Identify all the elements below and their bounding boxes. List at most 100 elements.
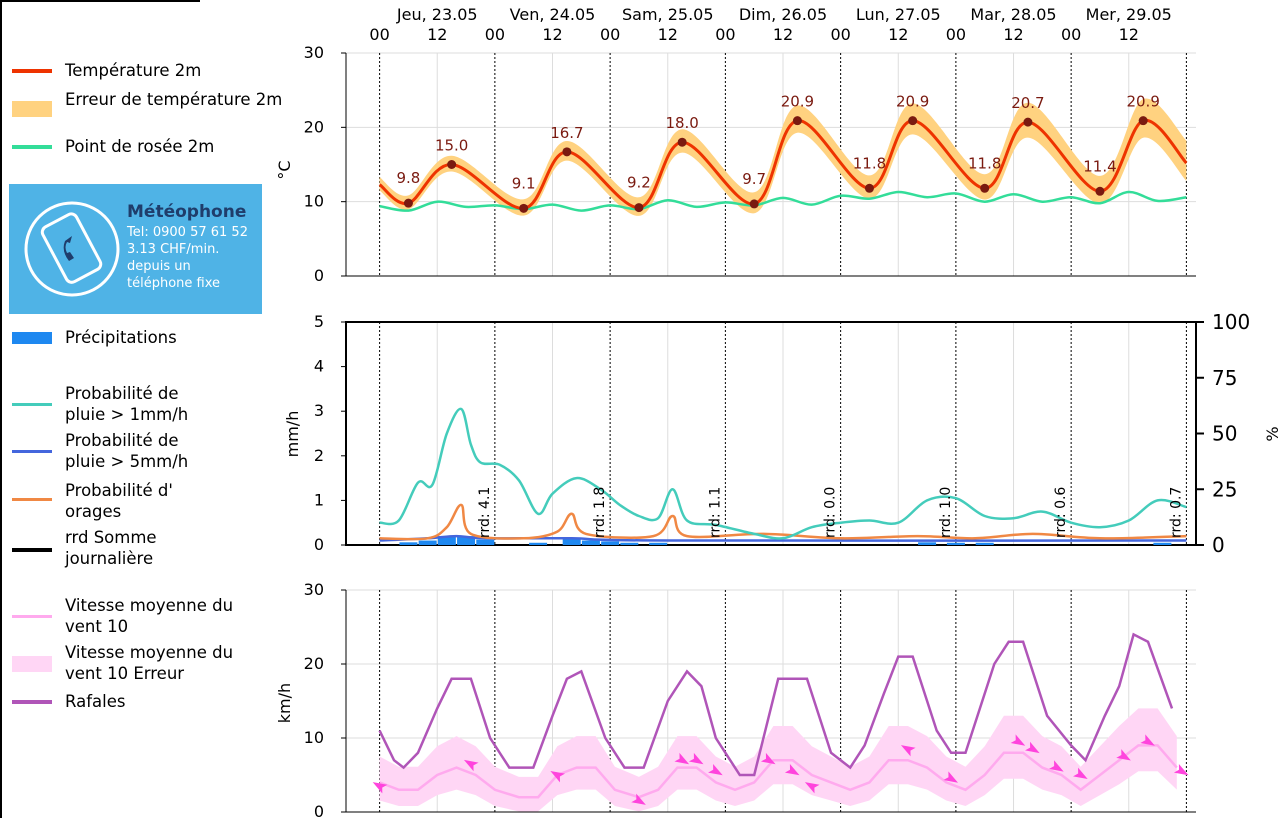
legend-label-temperature: Température 2m <box>65 61 202 80</box>
probability-ytick-label: 75 <box>1212 366 1237 390</box>
legend-label-rrd-sum: rrd Somme journalière <box>65 528 157 568</box>
precipitation-bar <box>649 542 668 545</box>
rrd-daily-sum-label: rrd: 1.1 <box>707 487 723 538</box>
day-label: Mar, 28.05 <box>970 5 1056 24</box>
hour-tick-label: 12 <box>427 25 447 44</box>
legend-label-mean-wind-error: Vitesse moyenne du vent 10 Erreur <box>65 643 234 683</box>
promo-line-4: téléphone fixe <box>127 276 220 291</box>
wind-ytick-label: 0 <box>314 802 324 818</box>
rrd-daily-sum-label: rrd: 0.7 <box>1168 487 1184 538</box>
temperature-ytick-label: 0 <box>314 266 324 285</box>
temperature-extreme-point <box>1095 186 1105 196</box>
precipitation-bar <box>562 538 581 545</box>
legend-swatch-temperature <box>12 69 52 73</box>
hour-tick-label: 12 <box>658 25 678 44</box>
wind-ytick-label: 30 <box>304 580 324 599</box>
temperature-extreme-point <box>792 116 802 126</box>
legend-label-precipitation: Précipitations <box>65 328 177 347</box>
probability-ytick-label: 25 <box>1212 477 1237 501</box>
precipitation-bar <box>946 542 965 545</box>
rrd-daily-sum-label: rrd: 1.0 <box>938 487 954 538</box>
legend-swatch-gusts <box>12 700 52 704</box>
precipitation-bar <box>975 542 994 545</box>
temperature-extreme-point <box>403 198 413 208</box>
precipitation-bar <box>1153 542 1172 545</box>
day-label: Ven, 24.05 <box>510 5 596 24</box>
promo-line-3: depuis un <box>127 259 191 274</box>
day-label: Jeu, 23.05 <box>396 5 478 24</box>
temperature-axis-label: °C <box>275 160 294 179</box>
gusts-line <box>378 632 1174 777</box>
temperature-extreme-label: 9.1 <box>512 174 536 192</box>
precip-ytick-label: 5 <box>314 312 324 331</box>
precip-ytick-label: 4 <box>314 357 324 376</box>
precip-ytick-label: 2 <box>314 446 324 465</box>
temperature-extreme-label: 20.9 <box>1126 93 1159 111</box>
legend-label-mean-wind: Vitesse moyenne du vent 10 <box>65 596 234 636</box>
wind-direction-arrow <box>784 763 800 776</box>
wind-direction-arrow <box>463 759 479 772</box>
hour-tick-label: 00 <box>485 25 505 44</box>
temperature-extreme-point <box>749 199 759 209</box>
wind-direction-arrow <box>760 752 776 765</box>
temperature-extreme-label: 11.8 <box>968 154 1001 172</box>
precipitation-bar <box>399 542 418 545</box>
legend-swatch-precipitation <box>12 332 52 344</box>
wind-direction-arrow <box>804 782 820 794</box>
hour-tick-label: 12 <box>888 25 908 44</box>
legend-label-dewpoint: Point de rosée 2m <box>65 137 215 156</box>
wind-direction-arrow <box>1073 767 1088 779</box>
top-border <box>0 0 200 2</box>
temperature-extreme-label: 11.8 <box>853 154 886 172</box>
precip-ytick-label: 0 <box>314 535 324 554</box>
legend-swatch-rrd-sum <box>12 548 52 552</box>
temperature-extreme-label: 20.9 <box>896 93 929 111</box>
probability-ytick-label: 100 <box>1212 310 1250 334</box>
rrd-daily-sum-label: rrd: 0.0 <box>823 487 839 538</box>
wind-direction-arrow <box>1116 749 1131 761</box>
wind-direction-arrow <box>674 752 690 765</box>
temperature-extreme-point <box>1023 117 1033 127</box>
precip-axis-label: mm/h <box>283 411 302 458</box>
wind-ytick-label: 10 <box>304 728 324 747</box>
hour-tick-label: 00 <box>830 25 850 44</box>
precipitation-bar <box>620 542 639 545</box>
temperature-extreme-label: 18.0 <box>665 114 698 132</box>
temperature-extreme-point <box>980 183 990 193</box>
hour-tick-label: 12 <box>773 25 793 44</box>
temperature-line <box>378 119 1188 210</box>
day-label: Lun, 27.05 <box>856 5 941 24</box>
wind-ytick-label: 20 <box>304 654 324 673</box>
temperature-extreme-label: 20.7 <box>1011 94 1044 112</box>
wind-direction-arrow <box>900 745 916 757</box>
legend-swatch-rain-prob-1mm <box>12 403 52 406</box>
day-label: Sam, 25.05 <box>622 5 714 24</box>
temperature-extreme-point <box>447 160 457 169</box>
wind-axis-label: km/h <box>275 683 294 723</box>
wind-direction-arrow <box>631 793 646 805</box>
wind-direction-arrow <box>1025 741 1040 754</box>
temperature-extreme-point <box>634 203 644 213</box>
temperature-extreme-label: 16.7 <box>550 124 583 142</box>
temperature-ytick-label: 30 <box>304 43 324 62</box>
legend-label-gusts: Rafales <box>65 692 126 711</box>
temperature-ytick-label: 20 <box>304 117 324 136</box>
rrd-daily-sum-label: rrd: 0.6 <box>1053 487 1069 538</box>
phone-icon <box>24 201 120 297</box>
meteophone-banner[interactable]: Météophone Tel: 0900 57 61 52 3.13 CHF/m… <box>9 184 262 314</box>
wind-direction-arrow <box>1173 763 1189 776</box>
wind-direction-arrow <box>550 771 565 783</box>
precipitation-bar <box>457 536 476 545</box>
legend-swatch-temperature-error <box>12 101 52 117</box>
hour-tick-label: 00 <box>715 25 735 44</box>
precipitation-bar <box>601 541 620 545</box>
hour-tick-label: 12 <box>542 25 562 44</box>
day-label: Mer, 29.05 <box>1086 5 1172 24</box>
precipitation-bar <box>918 542 937 545</box>
temperature-extreme-label: 9.2 <box>627 174 651 192</box>
temperature-extreme-point <box>562 147 572 157</box>
temperature-extreme-label: 20.9 <box>781 93 814 111</box>
temperature-extreme-point <box>519 203 529 213</box>
legend-label-rain-prob-5mm: Probabilité de pluie > 5mm/h <box>65 431 189 471</box>
